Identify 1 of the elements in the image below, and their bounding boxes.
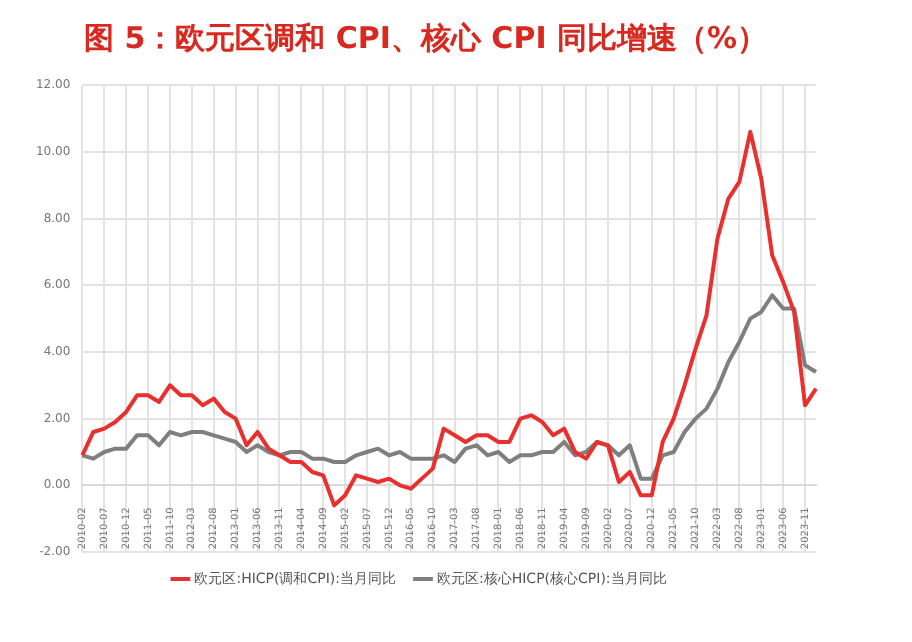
chart-title: 图 5：欧元区调和 CPI、核心 CPI 同比增速（%） <box>82 18 770 60</box>
